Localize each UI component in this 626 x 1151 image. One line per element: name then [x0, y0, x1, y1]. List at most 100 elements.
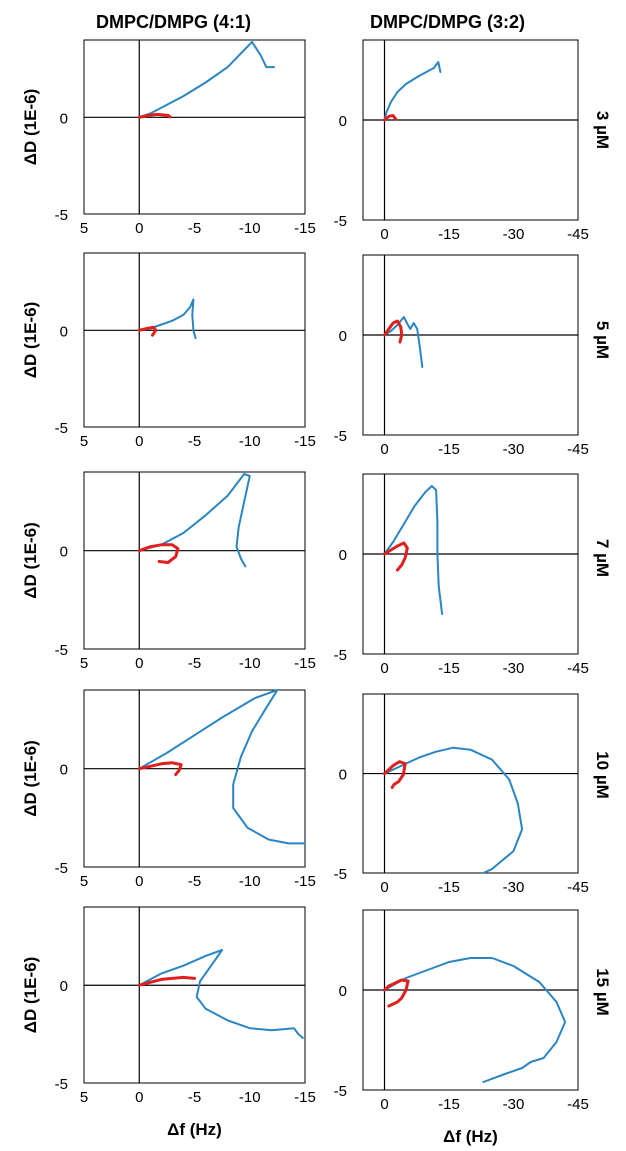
- panel-a7-ytick-label: -5: [55, 642, 68, 659]
- panel-b3-ytick-label: -5: [334, 213, 347, 230]
- panel-a3-xtick-label: -15: [294, 220, 316, 237]
- panel-b10-xtick-label: -15: [438, 879, 460, 896]
- panel-b7-red-series-line: [383, 541, 409, 572]
- panel-b10-red-series-line: [383, 760, 407, 789]
- panel-b3-xtick-label: -30: [503, 226, 525, 243]
- panel-b15-ytick-label: -5: [334, 1083, 347, 1100]
- panel-a3-xtick-label: -10: [239, 220, 261, 237]
- panel-a15-xtick-label: 5: [80, 1089, 88, 1106]
- panel-a10-y-axis-title: ΔD (1E-6): [21, 740, 40, 816]
- panel-a5-red-series-line: [137, 325, 158, 337]
- row-label-2: 5 µM: [593, 321, 612, 359]
- panel-b5-ytick-label: 0: [339, 328, 347, 345]
- panel-a3-frame: [83, 39, 306, 215]
- panel-a3-xtick-label: -5: [188, 220, 201, 237]
- panel-b15-x-axis-title: Δf (Hz): [443, 1127, 498, 1146]
- panel-b5-blue-series-line: [383, 316, 424, 368]
- panel-b7-xtick-label: -45: [567, 660, 589, 677]
- panel-b10-xtick-label: 0: [380, 879, 388, 896]
- panel-a5-xtick-label: -5: [188, 433, 201, 450]
- panel-a5-xtick-label: 0: [135, 433, 143, 450]
- panel-a5-xtick-label: 5: [80, 433, 88, 450]
- column-title-right: DMPC/DMPG (3:2): [370, 12, 526, 32]
- panel-a15-frame: [83, 906, 306, 1084]
- panel-a15-xtick-label: -15: [294, 1089, 316, 1106]
- panel-a3-xtick-label: 5: [80, 220, 88, 237]
- panel-a10-xtick-label: -10: [239, 873, 261, 890]
- panel-a10-ytick-label: -5: [55, 860, 68, 877]
- panel-a3-ytick-label: -5: [55, 207, 68, 224]
- panel-a15-blue-series-line: [138, 949, 304, 1039]
- panel-b15-red-series-line: [383, 978, 410, 1008]
- panel-b15-ytick-label: 0: [339, 983, 347, 1000]
- panel-a3-y-axis-title: ΔD (1E-6): [21, 89, 40, 165]
- panel-a15-xtick-label: -10: [239, 1089, 261, 1106]
- panel-a7-xtick-label: -5: [188, 655, 201, 672]
- panel-a7-xtick-label: -10: [239, 655, 261, 672]
- panel-b15-xtick-label: -45: [567, 1096, 589, 1113]
- panel-a15-xtick-label: 0: [135, 1089, 143, 1106]
- panel-b7-blue-series-line: [383, 485, 444, 615]
- panel-b5-xtick-label: -15: [438, 441, 460, 458]
- panel-b5-ytick-label: -5: [334, 428, 347, 445]
- panel-b7-ytick-label: -5: [334, 647, 347, 664]
- panel-a3-blue-series-line: [138, 40, 276, 119]
- panel-a5-ytick-label: 0: [60, 323, 68, 340]
- panel-a3-ytick-label: 0: [60, 110, 68, 127]
- panel-a7-blue-series-line: [138, 473, 251, 568]
- panel-b3-xtick-label: -15: [438, 226, 460, 243]
- panel-b3-xtick-label: -45: [567, 226, 589, 243]
- panel-b15-xtick-label: 0: [380, 1096, 388, 1113]
- panel-a7-xtick-label: 0: [135, 655, 143, 672]
- panel-a10-ytick-label: 0: [60, 762, 68, 779]
- panel-a15-y-axis-title: ΔD (1E-6): [21, 957, 40, 1033]
- panel-b5-frame: [362, 254, 579, 436]
- panel-b3-xtick-label: 0: [380, 226, 388, 243]
- column-title-left: DMPC/DMPG (4:1): [96, 12, 252, 32]
- panel-b7-ytick-label: 0: [339, 547, 347, 564]
- panel-b7-xtick-label: -15: [438, 660, 460, 677]
- panel-a10-xtick-label: 5: [80, 873, 88, 890]
- panel-b3-ytick-label: 0: [339, 113, 347, 130]
- panel-a15-x-axis-title: Δf (Hz): [167, 1120, 222, 1139]
- panel-b3-blue-series-line: [383, 61, 442, 121]
- panel-b10-xtick-label: -30: [503, 879, 525, 896]
- panel-a5-ytick-label: -5: [55, 420, 68, 437]
- panel-b10-xtick-label: -45: [567, 879, 589, 896]
- panel-b5-xtick-label: 0: [380, 441, 388, 458]
- panel-a7-xtick-label: -15: [294, 655, 316, 672]
- panel-a7-frame: [83, 471, 306, 650]
- panel-b15-xtick-label: -30: [503, 1096, 525, 1113]
- panel-a5-xtick-label: -10: [239, 433, 261, 450]
- panel-a10-frame: [83, 689, 306, 868]
- panel-b3-red-series-line: [383, 114, 398, 122]
- panel-a5-y-axis-title: ΔD (1E-6): [21, 302, 40, 378]
- panel-b3-frame: [362, 39, 579, 221]
- panel-a7-xtick-label: 5: [80, 655, 88, 672]
- panel-a10-xtick-label: -15: [294, 873, 316, 890]
- panel-b15-blue-series-line: [383, 957, 567, 1083]
- panel-b7-xtick-label: 0: [380, 660, 388, 677]
- panel-a7-red-series-line: [137, 543, 180, 564]
- panel-a10-xtick-label: 0: [135, 873, 143, 890]
- panel-b15-frame: [362, 909, 579, 1091]
- panel-a15-ytick-label: -5: [55, 1076, 68, 1093]
- panel-b15-xtick-label: -15: [438, 1096, 460, 1113]
- panel-b10-ytick-label: -5: [334, 866, 347, 883]
- panel-a3-xtick-label: 0: [135, 220, 143, 237]
- panel-a5-blue-series-line: [138, 298, 197, 340]
- row-label-5: 15 µM: [593, 968, 612, 1016]
- panel-a3-red-series-line: [137, 112, 172, 119]
- panel-a15-xtick-label: -5: [188, 1089, 201, 1106]
- row-label-4: 10 µM: [593, 751, 612, 799]
- panel-a7-y-axis-title: ΔD (1E-6): [21, 522, 40, 598]
- panel-a10-red-series-line: [137, 761, 183, 777]
- panel-b7-xtick-label: -30: [503, 660, 525, 677]
- panel-b5-xtick-label: -45: [567, 441, 589, 458]
- panel-a10-blue-series-line: [138, 689, 306, 845]
- panel-b10-ytick-label: 0: [339, 767, 347, 784]
- panel-b10-blue-series-line: [383, 746, 524, 874]
- panel-a5-frame: [83, 252, 306, 428]
- panel-a10-xtick-label: -5: [188, 873, 201, 890]
